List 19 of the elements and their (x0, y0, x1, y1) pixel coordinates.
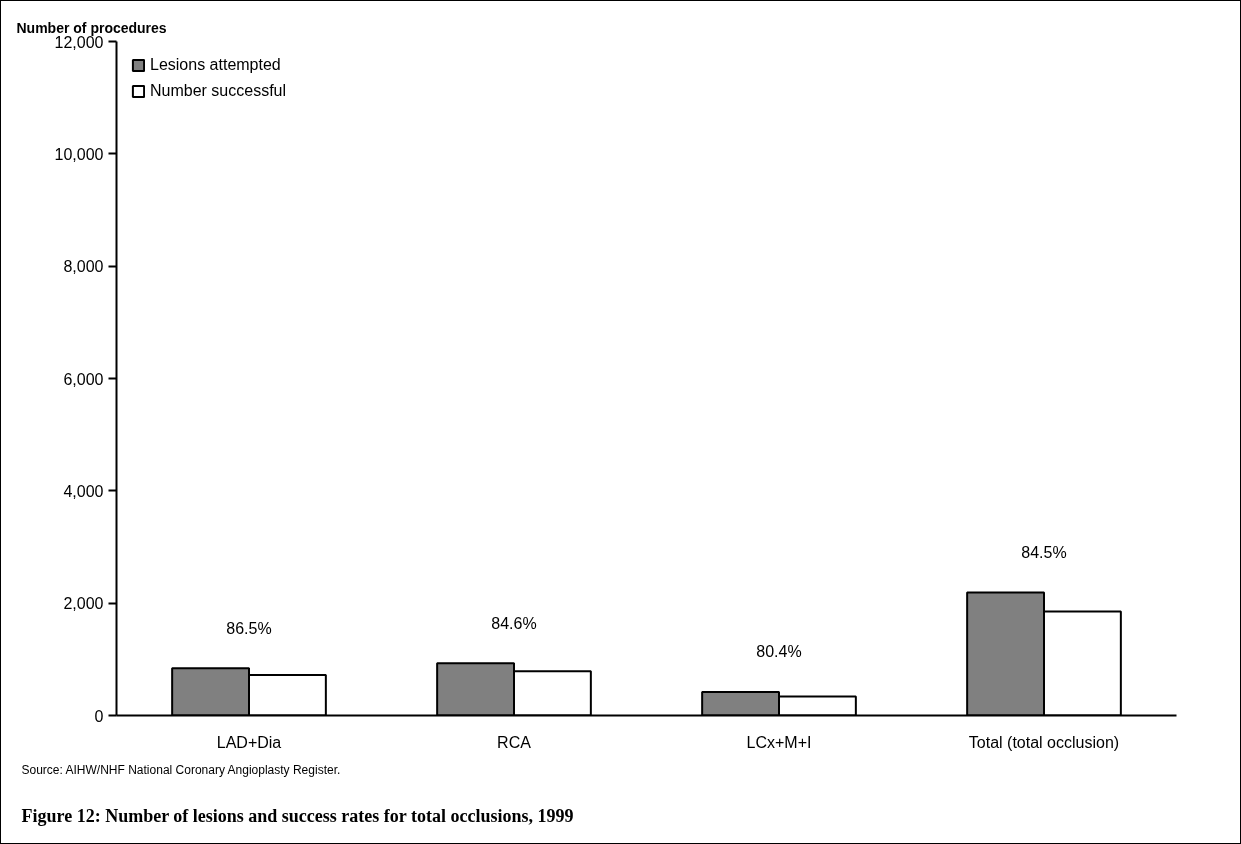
legend-label: Number successful (150, 82, 287, 100)
y-tick-label: 10,000 (54, 145, 104, 163)
source-note: Source: AIHW/NHF National Coronary Angioplasty Register. (21, 762, 341, 777)
annotation: 84.6% (491, 614, 537, 632)
x-tick-label: Total (total occlusion) (968, 733, 1120, 751)
text: Figure 12: Number of lesions and success rates for total occlusions, 1999 (21, 805, 574, 826)
y-tick-label: 4,000 (63, 482, 104, 500)
y-tick-label: 8,000 (63, 258, 104, 276)
legend-label: Lesions attempted (150, 56, 281, 74)
y-tick-label: 6,000 (63, 370, 104, 388)
y-tick-label: 2,000 (63, 595, 104, 613)
annotation: 80.4% (756, 643, 802, 661)
y-tick-label: 0 (94, 707, 104, 725)
annotation: 86.5% (226, 619, 272, 637)
annotation: 84.5% (1021, 543, 1067, 561)
x-tick-label: LCx+M+I (746, 733, 812, 751)
x-tick-label: RCA (497, 733, 532, 751)
x-tick-label: LAD+Dia (216, 733, 282, 751)
y-axis-title: Number of procedures (16, 19, 167, 36)
